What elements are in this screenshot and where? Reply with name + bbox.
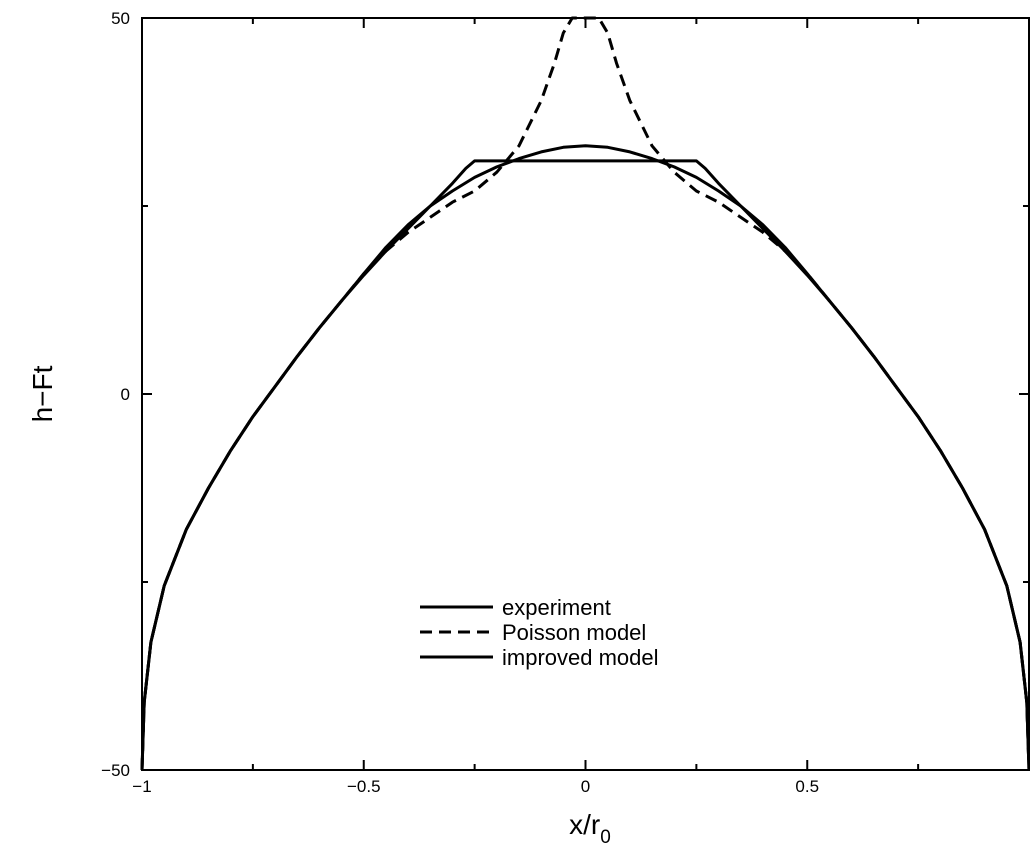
legend-label: Poisson model [502, 620, 646, 645]
x-tick-label: 0.5 [795, 777, 819, 796]
y-axis-ticks: −50 0 50 [101, 9, 1029, 780]
y-tick-label: 0 [121, 385, 130, 404]
y-tick-label: 50 [111, 9, 130, 28]
x-axis-label: x/r0 [569, 809, 611, 848]
x-tick-label: −1 [132, 777, 151, 796]
legend-label: experiment [502, 595, 611, 620]
series-line-improved-model [140, 144, 1030, 771]
y-tick-label: −50 [101, 761, 130, 780]
y-axis-label: h−Ft [27, 365, 58, 422]
x-axis-label-subscript: 0 [600, 827, 611, 848]
legend-label: improved model [502, 645, 659, 670]
series-layer [140, 16, 1030, 771]
x-tick-label: −0.5 [347, 777, 381, 796]
x-axis-ticks: −1 −0.5 0 0.5 [132, 18, 920, 796]
x-axis-label-main: x/r [569, 809, 600, 840]
x-tick-label: 0 [581, 777, 590, 796]
